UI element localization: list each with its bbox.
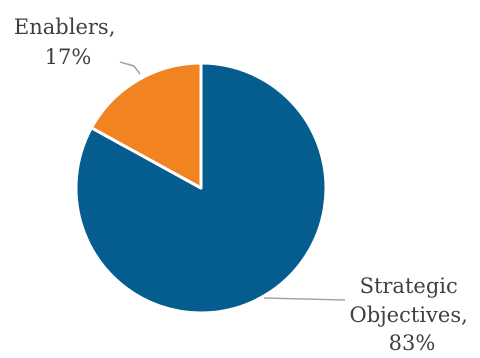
pie-slices xyxy=(74,61,328,315)
data-label-strategic-objectives-line-2: Objectives, xyxy=(350,303,468,327)
data-label-strategic-objectives-line-1: Strategic xyxy=(360,274,458,298)
data-label-enablers-line-2: 17% xyxy=(45,45,92,69)
leader-line-strategic-objectives xyxy=(263,297,346,301)
leader-line-enablers xyxy=(119,61,141,75)
pie-slice-enablers xyxy=(89,61,203,190)
data-label-enablers: Enablers, 17% xyxy=(14,15,122,69)
data-label-strategic-objectives: Strategic Objectives, 83% xyxy=(350,274,475,355)
data-label-strategic-objectives-line-3: 83% xyxy=(389,331,436,355)
data-label-enablers-line-1: Enablers, xyxy=(14,15,115,39)
